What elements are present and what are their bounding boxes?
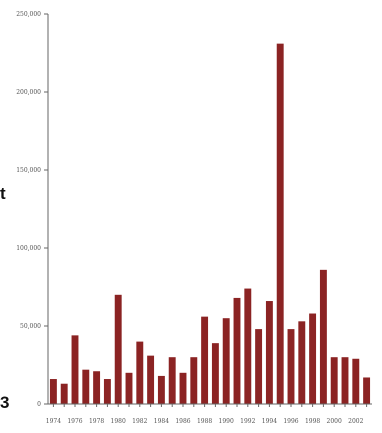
x-axis-tick-label: 1994 [262, 418, 277, 425]
y-axis-tick-label: 150,000 [16, 167, 41, 174]
x-axis-tick-label: 1976 [67, 418, 82, 425]
bar-1974 [49, 379, 57, 404]
bar-1980 [114, 294, 122, 404]
x-axis-tick-label: 1998 [305, 418, 320, 425]
bar-1983 [147, 355, 155, 404]
y-axis-tick-label: 250,000 [16, 11, 41, 18]
bar-1997 [298, 321, 306, 404]
bar-1990 [222, 318, 230, 404]
bar-1976 [71, 335, 79, 404]
left-edge-text-fragment-2: 3 [0, 393, 10, 412]
x-axis-tick-label: 2002 [348, 418, 363, 425]
bar-1999 [319, 269, 327, 404]
bar-1998 [309, 313, 317, 404]
bar-1991 [233, 297, 241, 404]
bar-1979 [103, 379, 111, 404]
x-axis-tick-label: 1974 [46, 418, 61, 425]
bar-2000 [330, 357, 338, 404]
bar-1988 [201, 316, 209, 404]
bar-1992 [244, 288, 252, 404]
bar-1994 [265, 301, 273, 404]
x-axis-tick-label: 1978 [89, 418, 104, 425]
y-axis-tick-label: 50,000 [20, 323, 41, 330]
bar-1995 [276, 43, 284, 404]
x-axis-tick-label: 1980 [111, 418, 126, 425]
y-axis-tick-layer: 0 50,000 100,000 150,000 200,000 250,000 [16, 11, 48, 408]
y-axis-tick-label: 100,000 [16, 245, 41, 252]
bar-1996 [287, 329, 295, 404]
bar-1978 [93, 371, 101, 404]
left-edge-text-fragment-1: t [0, 184, 6, 203]
bar-1982 [136, 341, 144, 404]
bar-1985 [168, 357, 176, 404]
x-axis-tick-label: 1992 [240, 418, 255, 425]
x-axis-tick-label: 1996 [283, 418, 298, 425]
bar-1977 [82, 369, 90, 404]
bar-1987 [190, 357, 198, 404]
y-axis-tick-label: 200,000 [16, 89, 41, 96]
bar-1986 [179, 372, 187, 404]
x-axis-tick-label: 1986 [175, 418, 190, 425]
bar-2003 [363, 377, 371, 404]
bar-layer [49, 43, 371, 404]
bar-2002 [352, 358, 360, 404]
axis-layer: 1974 1976 1978 1980 1982 1984 1986 1988 1990 1992… [46, 14, 372, 425]
bar-1993 [255, 329, 263, 404]
bar-1989 [211, 343, 219, 404]
x-axis-tick-label: 1982 [132, 418, 147, 425]
x-axis-tick-label: 1990 [219, 418, 234, 425]
bar-1981 [125, 372, 133, 404]
x-axis-tick-label: 2000 [327, 418, 342, 425]
x-axis-tick-label: 1988 [197, 418, 212, 425]
bar-1975 [60, 383, 68, 404]
x-axis-tick-label: 1984 [154, 418, 169, 425]
bar-1984 [157, 375, 165, 404]
bar-2001 [341, 357, 349, 404]
y-axis-tick-label: 0 [37, 401, 41, 408]
